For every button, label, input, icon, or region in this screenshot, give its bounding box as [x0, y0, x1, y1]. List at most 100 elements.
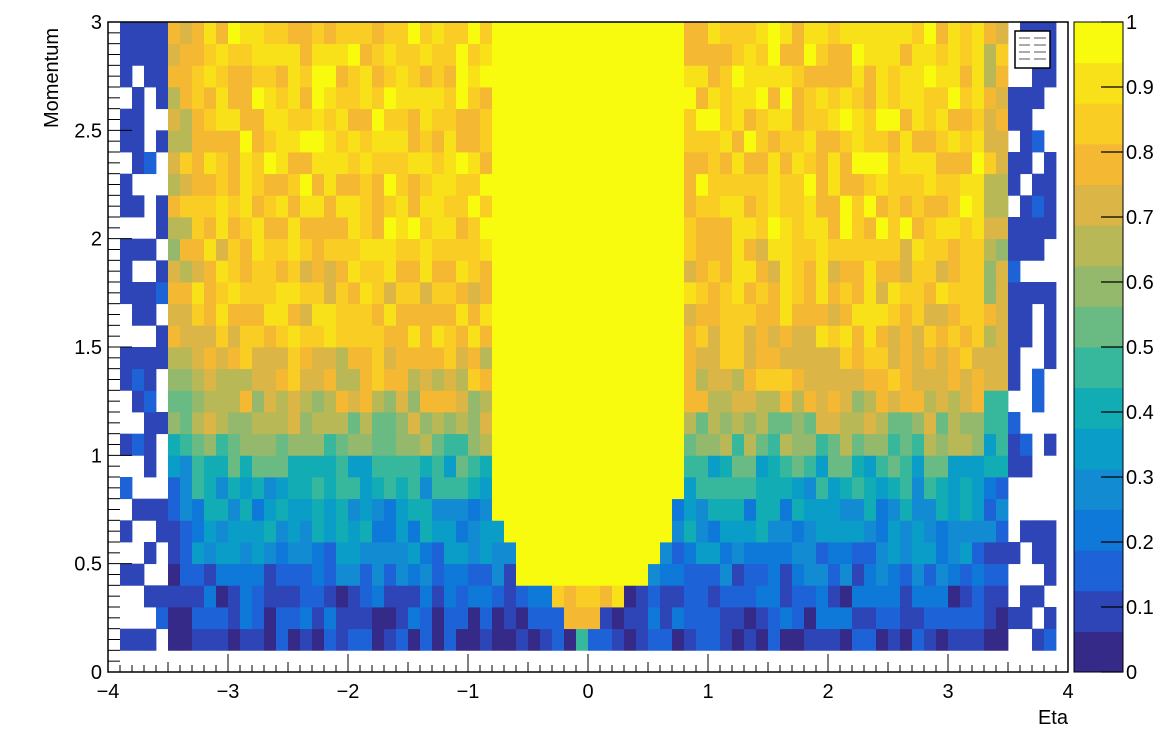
heatmap-cell: [456, 303, 469, 326]
heatmap-cell: [684, 347, 697, 370]
heatmap-cell: [540, 607, 553, 630]
heatmap-cell: [252, 455, 265, 478]
heatmap-cell: [624, 585, 637, 608]
heatmap-cell: [732, 87, 745, 110]
heatmap-cell: [504, 22, 517, 45]
heatmap-cell: [780, 433, 793, 456]
heatmap-cell: [336, 108, 349, 131]
heatmap-cell: [852, 260, 865, 283]
heatmap-cell: [144, 390, 157, 413]
heatmap-cell: [864, 43, 877, 66]
heatmap-cell: [924, 368, 937, 391]
heatmap-cell: [288, 282, 301, 305]
heatmap-cell: [504, 433, 517, 456]
heatmap-cell: [960, 173, 973, 196]
heatmap-cell: [204, 260, 217, 283]
heatmap-cell: [516, 585, 529, 608]
heatmap-cell: [192, 152, 205, 175]
heatmap-cell: [204, 628, 217, 651]
heatmap-cell: [516, 563, 529, 586]
heatmap-cell: [696, 585, 709, 608]
heatmap-cell: [1020, 455, 1033, 478]
heatmap-cell: [960, 130, 973, 153]
heatmap-cell: [876, 195, 889, 218]
heatmap-cell: [1008, 368, 1021, 391]
heatmap-cell: [924, 108, 937, 131]
heatmap-cell: [624, 217, 637, 240]
heatmap-cell: [540, 498, 553, 521]
heatmap-cell: [804, 195, 817, 218]
heatmap-cell: [696, 217, 709, 240]
heatmap-cell: [420, 195, 433, 218]
heatmap-cell: [564, 217, 577, 240]
heatmap-cell: [696, 238, 709, 261]
heatmap-cell: [900, 477, 913, 500]
heatmap-cell: [396, 65, 409, 88]
heatmap-cell: [564, 563, 577, 586]
heatmap-cell: [876, 542, 889, 565]
heatmap-cell: [684, 152, 697, 175]
heatmap-cell: [648, 130, 661, 153]
heatmap-cell: [636, 607, 649, 630]
heatmap-cell: [408, 325, 421, 348]
heatmap-cell: [912, 325, 925, 348]
heatmap-cell: [816, 477, 829, 500]
heatmap-cell: [1032, 520, 1045, 543]
heatmap-cell: [744, 498, 757, 521]
heatmap-cell: [348, 585, 361, 608]
heatmap-cell: [408, 195, 421, 218]
heatmap-cell: [312, 173, 325, 196]
heatmap-cell: [168, 520, 181, 543]
heatmap-cell: [240, 412, 253, 435]
heatmap-cell: [228, 238, 241, 261]
heatmap-cell: [180, 347, 193, 370]
heatmap-cell: [228, 65, 241, 88]
heatmap-cell: [948, 108, 961, 131]
heatmap-cell: [732, 455, 745, 478]
heatmap-cell: [300, 87, 313, 110]
heatmap-cell: [1044, 607, 1057, 630]
heatmap-cell: [708, 412, 721, 435]
heatmap-cell: [540, 173, 553, 196]
heatmap-cell: [540, 542, 553, 565]
heatmap-cell: [636, 173, 649, 196]
heatmap-cell: [960, 433, 973, 456]
heatmap-cell: [252, 22, 265, 45]
heatmap-cell: [252, 563, 265, 586]
heatmap-cell: [816, 368, 829, 391]
heatmap-cell: [192, 607, 205, 630]
heatmap-cell: [624, 433, 637, 456]
heatmap-cell: [636, 65, 649, 88]
heatmap-cell: [144, 303, 157, 326]
heatmap-cell: [900, 433, 913, 456]
heatmap-cell: [132, 152, 145, 175]
heatmap-cell: [192, 43, 205, 66]
heatmap-cell: [876, 607, 889, 630]
heatmap-cell: [600, 455, 613, 478]
heatmap-cell: [936, 260, 949, 283]
heatmap-cell: [768, 282, 781, 305]
heatmap-cell: [144, 455, 157, 478]
heatmap-cell: [828, 477, 841, 500]
heatmap-cell: [876, 130, 889, 153]
heatmap-cell: [924, 130, 937, 153]
heatmap-cell: [636, 238, 649, 261]
heatmap-cell: [852, 607, 865, 630]
heatmap-cell: [216, 130, 229, 153]
heatmap-cell: [384, 325, 397, 348]
heatmap-cell: [816, 498, 829, 521]
heatmap-cell: [768, 433, 781, 456]
heatmap-cell: [720, 152, 733, 175]
heatmap-cell: [720, 260, 733, 283]
heatmap-cell: [600, 585, 613, 608]
heatmap-cell: [120, 520, 133, 543]
heatmap-cell: [576, 368, 589, 391]
heatmap-cell: [828, 390, 841, 413]
colorbar-tick-label: 0.7: [1126, 207, 1154, 229]
heatmap-cell: [528, 22, 541, 45]
heatmap-cell: [936, 87, 949, 110]
heatmap-cell: [648, 498, 661, 521]
heatmap-cell: [180, 282, 193, 305]
heatmap-cell: [948, 390, 961, 413]
heatmap-cell: [336, 195, 349, 218]
